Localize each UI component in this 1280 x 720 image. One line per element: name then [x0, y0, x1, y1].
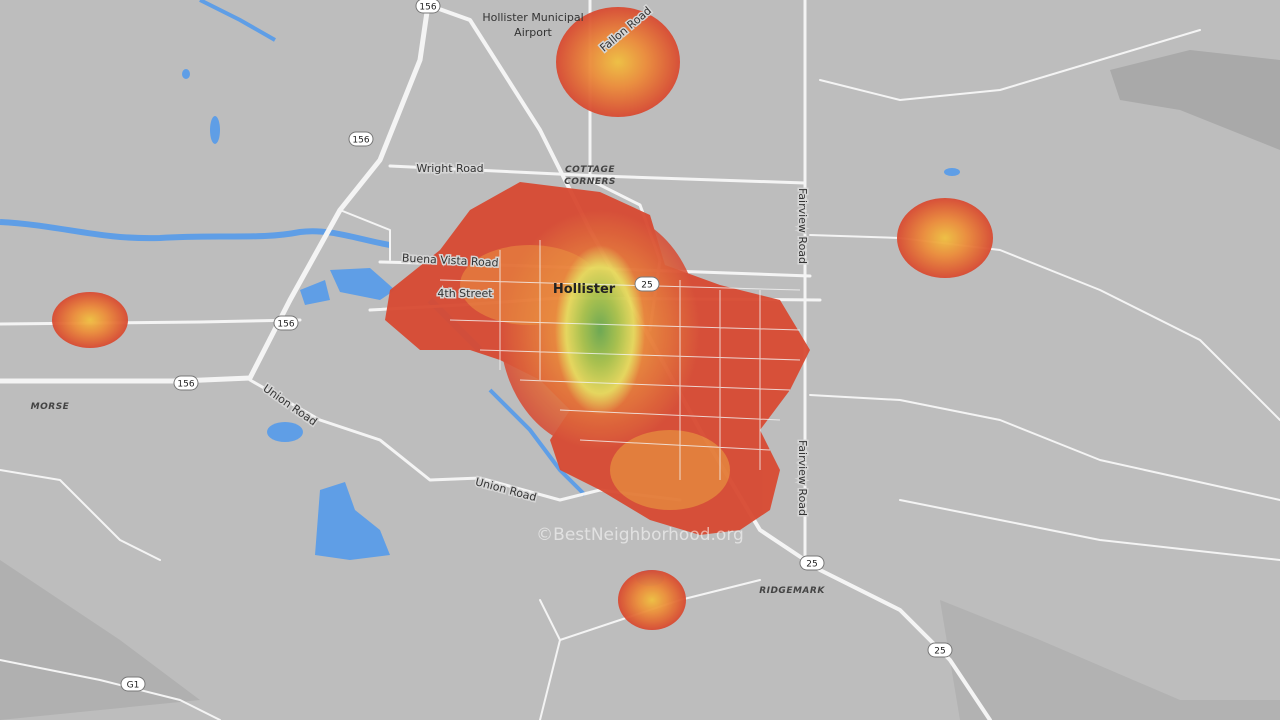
shield-number: 156 [419, 3, 436, 13]
route-shield: 156 [273, 315, 299, 331]
shield-box [273, 315, 299, 331]
road-label: Wright Road [416, 162, 483, 175]
route-shield: 156 [348, 131, 374, 147]
shield-number: 25 [641, 281, 652, 291]
road-label: Fairview Road [796, 188, 809, 264]
place-label: MORSE [31, 402, 70, 412]
watermark: ©BestNeighborhood.org [536, 525, 744, 545]
shield-box [927, 642, 953, 658]
road-label: Union Road [474, 475, 538, 504]
road-label: Fairview Road [796, 440, 809, 516]
place-label: RIDGEMARK [759, 586, 825, 596]
route-shield: 156 [415, 0, 441, 14]
shield-box [799, 555, 825, 571]
route-shield: 156 [173, 375, 199, 391]
place-label: Airport [514, 26, 552, 39]
shield-number: 25 [934, 647, 945, 657]
road-label: Union Road [261, 382, 320, 429]
terrain [0, 50, 1280, 720]
place-label: CORNERS [564, 177, 616, 187]
shield-box [415, 0, 441, 14]
place-label: Hollister [553, 282, 616, 297]
place-label: COTTAGE [565, 165, 615, 175]
shield-box [120, 676, 146, 692]
road-label: 4th Street [437, 287, 493, 300]
route-shield: 25 [634, 276, 660, 292]
shield-box [173, 375, 199, 391]
shield-box [634, 276, 660, 292]
shield-number: 156 [277, 320, 294, 330]
route-shield: 25 [799, 555, 825, 571]
shield-box [348, 131, 374, 147]
city-grid [439, 240, 801, 480]
place-label: Hollister Municipal [482, 11, 583, 24]
shield-number: G1 [127, 681, 140, 691]
shield-number: 156 [177, 380, 194, 390]
shield-number: 156 [352, 136, 369, 146]
route-shield: G1 [120, 676, 146, 692]
shield-number: 25 [806, 560, 817, 570]
route-shield: 25 [927, 642, 953, 658]
